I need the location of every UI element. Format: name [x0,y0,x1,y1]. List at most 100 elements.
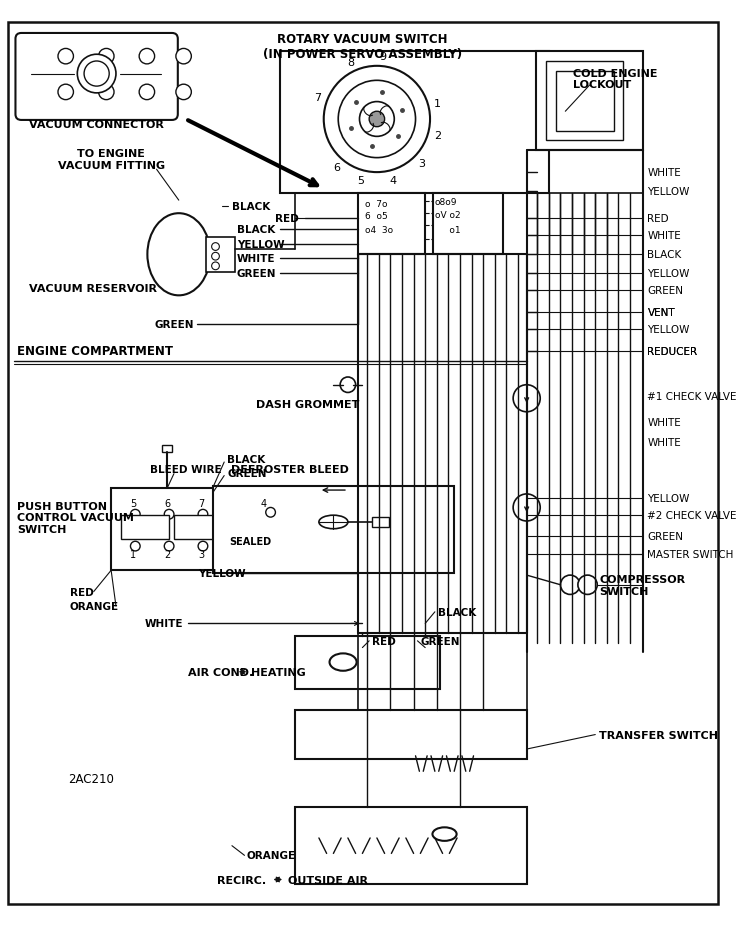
Text: 2: 2 [164,549,170,559]
Bar [174,515,222,540]
Text: VENT: VENT [647,308,675,318]
Text: BLACK: BLACK [227,454,265,464]
Ellipse shape [330,654,357,671]
Ellipse shape [147,214,210,296]
Text: GREEN: GREEN [647,532,683,542]
Text: 6: 6 [164,498,170,508]
Bar [536,52,643,151]
Bar [111,489,290,571]
Text: COLD ENGINE
LOCKOUT: COLD ENGINE LOCKOUT [573,69,658,90]
Text: ROTARY VACUUM SWITCH
(IN POWER SERVO ASSEMBLY): ROTARY VACUUM SWITCH (IN POWER SERVO ASS… [263,33,462,61]
Circle shape [164,541,174,552]
Text: 8: 8 [347,58,354,68]
Text: RED: RED [276,213,299,223]
Circle shape [212,244,219,251]
Text: WHITE: WHITE [647,438,681,447]
Bar [121,515,169,540]
Bar [213,487,454,574]
Bar [280,52,549,194]
Text: GREEN: GREEN [155,320,194,329]
Text: BLACK: BLACK [438,607,476,617]
Bar [357,194,425,255]
Text: o8o9: o8o9 [435,197,457,207]
Text: 1: 1 [130,549,137,559]
Text: ENGINE COMPARTMENT: ENGINE COMPARTMENT [17,345,173,358]
Text: RED: RED [372,636,396,646]
Text: 4: 4 [390,175,397,185]
Text: YELLOW: YELLOW [198,568,246,578]
Text: REDUCER: REDUCER [647,347,698,357]
Circle shape [513,494,540,521]
Text: OUTSIDE AIR: OUTSIDE AIR [288,874,368,884]
Circle shape [560,576,580,595]
Text: BLACK: BLACK [237,225,275,235]
Circle shape [139,49,155,65]
Circle shape [176,85,192,100]
Text: WHITE: WHITE [647,418,681,428]
Text: YELLOW: YELLOW [647,324,690,335]
Text: 4: 4 [261,498,267,508]
Text: VACUUM CONNECTOR: VACUUM CONNECTOR [29,120,164,130]
Text: DEFROSTER BLEED: DEFROSTER BLEED [231,464,349,475]
Text: ORANGE: ORANGE [70,602,119,612]
Circle shape [98,49,114,65]
Circle shape [578,576,597,595]
Text: BLACK: BLACK [232,202,270,211]
Bar [294,636,439,690]
Text: 2AC210: 2AC210 [68,771,113,784]
Text: 1: 1 [434,98,441,108]
Text: GREEN: GREEN [647,286,683,296]
Text: TO ENGINE
VACUUM FITTING: TO ENGINE VACUUM FITTING [58,149,164,171]
Circle shape [58,85,74,100]
Text: ORANGE: ORANGE [246,850,296,860]
Text: PUSH BUTTON
CONTROL VACUUM
SWITCH: PUSH BUTTON CONTROL VACUUM SWITCH [17,501,134,534]
Text: 2: 2 [434,131,441,141]
Circle shape [58,49,74,65]
Circle shape [513,386,540,413]
Text: HEATING: HEATING [252,667,306,677]
Text: 6: 6 [333,163,340,173]
Text: WHITE: WHITE [647,168,681,178]
Text: WHITE: WHITE [647,231,681,241]
Text: 7: 7 [198,498,204,508]
Circle shape [131,541,140,552]
Circle shape [84,62,109,87]
FancyBboxPatch shape [16,34,178,121]
Bar [372,517,390,527]
Text: TRANSFER SWITCH: TRANSFER SWITCH [599,730,718,740]
Text: YELLOW: YELLOW [647,268,690,278]
Circle shape [340,377,356,393]
Bar [433,194,502,255]
Text: REDUCER: REDUCER [647,347,698,357]
Bar [294,807,526,884]
Text: YELLOW: YELLOW [647,493,690,503]
Circle shape [164,510,174,519]
Text: GREEN: GREEN [421,636,460,646]
Circle shape [212,253,219,260]
Circle shape [338,82,415,159]
Text: AIR COND.: AIR COND. [189,667,254,677]
Text: o1: o1 [435,225,460,235]
Text: RED: RED [647,213,669,223]
Text: GREEN: GREEN [227,468,267,478]
Circle shape [369,112,385,128]
Text: BLACK: BLACK [647,250,682,260]
Circle shape [77,56,116,94]
Text: oV o2: oV o2 [435,211,460,220]
Circle shape [212,262,219,271]
Text: WHITE: WHITE [145,618,183,629]
Text: MASTER SWITCH: MASTER SWITCH [647,549,734,559]
Bar [162,445,172,453]
Bar [546,62,623,141]
Circle shape [324,67,430,173]
Text: o4  3o: o4 3o [365,225,394,235]
Text: 3: 3 [418,159,425,170]
Circle shape [131,510,140,519]
Bar [294,711,526,759]
Text: VACUUM RESERVOIR: VACUUM RESERVOIR [29,284,157,294]
Text: SEALED: SEALED [229,537,271,547]
Text: GREEN: GREEN [237,268,276,278]
Text: o  7o: o 7o [365,199,388,209]
Text: WHITE: WHITE [237,254,276,264]
Text: 5: 5 [130,498,137,508]
